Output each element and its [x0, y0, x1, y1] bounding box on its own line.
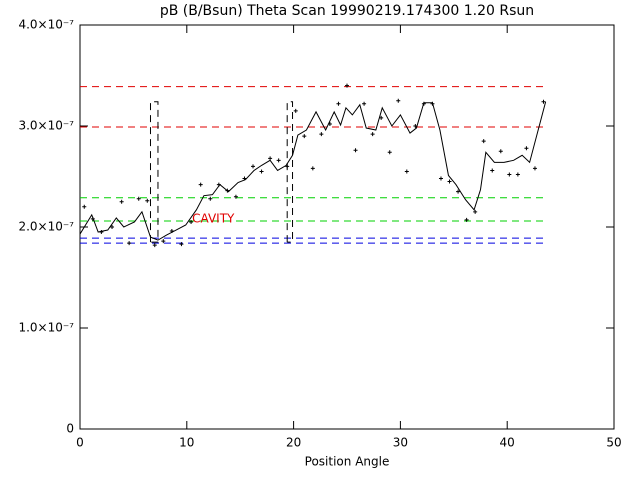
y-tick-label: 0 [66, 422, 74, 436]
data-point [438, 176, 443, 181]
x-tick-label: 40 [500, 436, 515, 450]
data-point [447, 179, 452, 184]
data-point [242, 176, 247, 181]
data-point [353, 148, 358, 153]
data-point [293, 108, 298, 113]
data-point [379, 115, 384, 120]
data-point [225, 188, 230, 193]
data-point [327, 121, 332, 126]
data-point [302, 134, 307, 139]
data-point [152, 243, 157, 248]
x-tick-label: 50 [606, 436, 621, 450]
y-tick-label: 3.0×10⁻⁷ [18, 119, 74, 133]
data-point [421, 101, 426, 106]
data-point [169, 229, 174, 234]
data-point [233, 194, 238, 199]
x-axis-label: Position Angle [305, 455, 390, 469]
data-point [413, 124, 418, 128]
data-point [481, 139, 486, 144]
data-point [179, 242, 184, 247]
data-point [216, 182, 221, 187]
data-point [119, 199, 124, 204]
data-point [507, 172, 512, 177]
region-box [286, 101, 294, 243]
x-tick-label: 10 [179, 436, 194, 450]
data-point [90, 216, 95, 221]
data-point [387, 150, 392, 155]
data-point [490, 168, 495, 173]
data-point [336, 101, 341, 106]
data-point [276, 158, 281, 163]
data-point [208, 196, 213, 201]
data-point [127, 241, 132, 246]
data-point [541, 99, 546, 104]
data-point [404, 169, 409, 174]
data-point [251, 164, 256, 169]
y-tick-label: 2.0×10⁻⁷ [18, 220, 74, 234]
chart-title: pB (B/Bsun) Theta Scan 19990219.174300 1… [160, 3, 534, 19]
data-point [515, 172, 520, 177]
region-box [149, 101, 159, 243]
data-line [79, 101, 547, 241]
x-tick-label: 0 [76, 436, 84, 450]
data-point [145, 198, 150, 203]
data-point [532, 166, 537, 171]
data-point [99, 230, 104, 235]
data-point [370, 132, 375, 137]
data-point [464, 217, 469, 222]
data-point [161, 239, 166, 244]
data-point [430, 101, 435, 106]
data-point [524, 146, 529, 151]
data-point [136, 196, 141, 201]
data-point [473, 209, 478, 214]
data-point [110, 225, 115, 229]
data-point [82, 204, 87, 209]
data-point [198, 182, 203, 187]
data-point [498, 149, 503, 154]
annotation: CAVITY [192, 211, 235, 225]
data-point [259, 169, 264, 174]
x-tick-label: 20 [286, 436, 301, 450]
data-point [189, 219, 194, 224]
y-tick-label: 4.0×10⁻⁷ [18, 18, 74, 32]
data-point [345, 83, 349, 88]
data-point [396, 98, 401, 103]
data-point [362, 101, 367, 106]
data-point [285, 164, 290, 169]
data-point [319, 132, 324, 137]
data-point [456, 189, 461, 194]
x-tick-label: 30 [393, 436, 408, 450]
data-point [310, 166, 315, 171]
data-point [268, 156, 273, 161]
y-tick-label: 1.0×10⁻⁷ [18, 321, 74, 335]
